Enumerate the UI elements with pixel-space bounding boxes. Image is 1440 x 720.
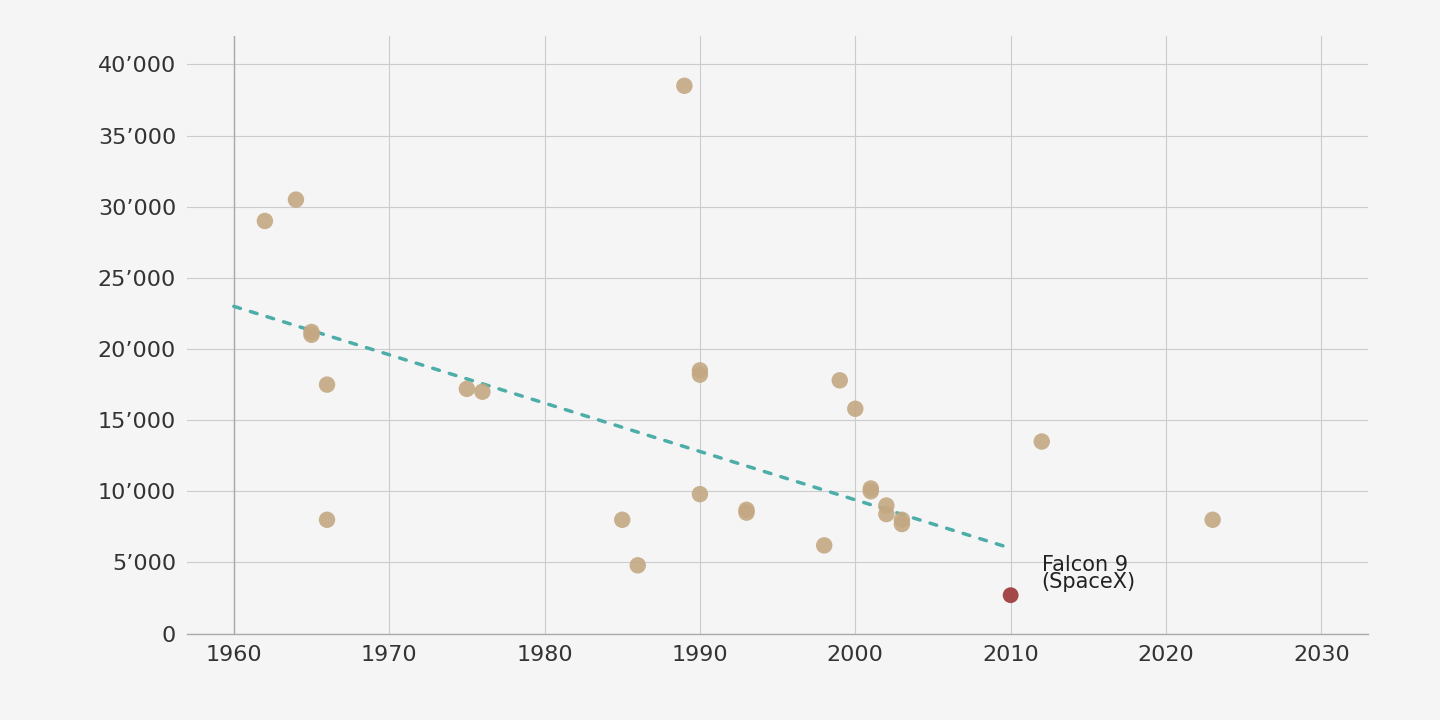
- Point: [828, 374, 851, 386]
- Point: [672, 80, 696, 91]
- Point: [999, 590, 1022, 601]
- Point: [315, 379, 338, 390]
- Point: [471, 386, 494, 397]
- Point: [844, 403, 867, 415]
- Point: [626, 559, 649, 571]
- Point: [300, 326, 323, 338]
- Point: [734, 507, 757, 518]
- Point: [1030, 436, 1053, 447]
- Text: (SpaceX): (SpaceX): [1041, 572, 1136, 593]
- Point: [876, 508, 899, 520]
- Point: [734, 504, 757, 516]
- Point: [285, 194, 308, 205]
- Point: [860, 482, 883, 494]
- Point: [300, 329, 323, 341]
- Point: [688, 364, 711, 376]
- Point: [890, 518, 913, 530]
- Point: [860, 485, 883, 497]
- Point: [688, 488, 711, 500]
- Point: [1201, 514, 1224, 526]
- Point: [890, 514, 913, 526]
- Point: [688, 369, 711, 380]
- Point: [253, 215, 276, 227]
- Text: Falcon 9: Falcon 9: [1041, 555, 1128, 575]
- Point: [611, 514, 634, 526]
- Point: [455, 383, 478, 395]
- Point: [812, 539, 835, 551]
- Point: [876, 500, 899, 511]
- Point: [315, 514, 338, 526]
